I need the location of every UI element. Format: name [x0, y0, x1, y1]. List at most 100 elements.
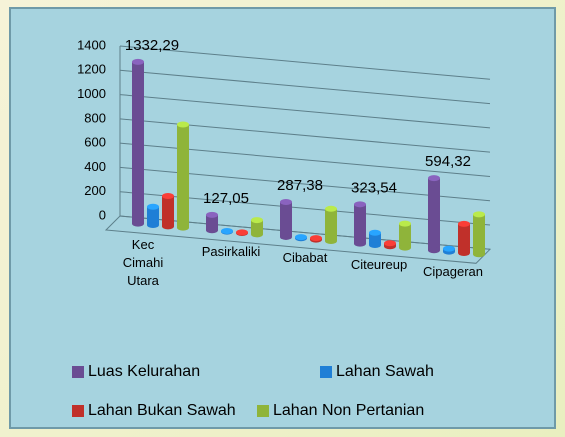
bar-body [325, 208, 337, 241]
grid-line [119, 94, 491, 129]
y-tick-label: 400 [84, 159, 106, 174]
bar-top [443, 245, 455, 252]
bar-body [177, 124, 189, 228]
bar-top [369, 229, 381, 236]
bar [221, 228, 233, 235]
bar [369, 229, 381, 248]
y-tick-label: 1400 [77, 37, 106, 52]
bar [458, 220, 470, 256]
bar-bottom [206, 227, 218, 234]
legend-label: Luas Kelurahan [88, 363, 200, 380]
bar-bottom [354, 240, 366, 247]
floor [104, 215, 492, 264]
bar-top [399, 220, 411, 227]
bar-bottom [325, 237, 337, 244]
legend-label: Lahan Non Pertanian [273, 402, 424, 419]
bar [310, 235, 322, 243]
bar-bottom [147, 221, 159, 228]
bar-bottom [369, 241, 381, 248]
bar-bottom [280, 233, 292, 240]
bar-body [206, 214, 218, 231]
bar-top [310, 235, 322, 242]
data-label: 1332,29 [125, 37, 179, 54]
bar [132, 58, 144, 227]
x-tick-label: Pasirkaliki [201, 243, 261, 259]
bar-top [295, 234, 307, 241]
bar-top [280, 199, 292, 206]
y-tick-label: 600 [84, 135, 106, 150]
bar-top [354, 201, 366, 208]
bar-body [162, 195, 174, 227]
bar-top [325, 205, 337, 212]
legend-swatch [257, 405, 269, 417]
bar-bottom [132, 220, 144, 227]
y-tick-label: 1000 [77, 86, 106, 101]
x-tick-label: Cipageran [423, 263, 483, 279]
x-tick-label: Kec Cimahi Utara [122, 237, 164, 288]
bar-top [221, 228, 233, 235]
bar-top [384, 240, 396, 247]
x-tick-label-box: Cibabat [282, 250, 328, 266]
bar [384, 240, 396, 250]
bar [236, 229, 248, 236]
bar-bottom [251, 231, 263, 238]
x-tick-label-box: Pasirkaliki [201, 243, 261, 259]
bar-top [251, 217, 263, 224]
y-tick-label: 0 [99, 207, 106, 222]
bar-top [147, 203, 159, 210]
bar [399, 220, 411, 251]
bar-body [399, 223, 411, 248]
bar-bottom [162, 223, 174, 230]
bar-top [177, 121, 189, 128]
bar [354, 201, 366, 247]
bar-body [147, 206, 159, 225]
bar [177, 121, 189, 231]
bar-bottom [473, 251, 485, 258]
legend-label: Lahan Sawah [336, 363, 434, 380]
bar-bottom [458, 249, 470, 256]
x-tick-label: Cibabat [282, 250, 328, 266]
bar-bottom [399, 244, 411, 251]
bar-top [428, 175, 440, 182]
y-tick-label: 800 [84, 110, 106, 125]
legend-swatch [320, 366, 332, 378]
bar-body [132, 61, 144, 224]
grid-line [119, 45, 491, 80]
bar [473, 211, 485, 258]
data-label: 127,05 [203, 190, 249, 207]
bar-body [428, 178, 440, 251]
x-tick-label-box: Cipageran [423, 263, 483, 279]
legend-swatch [72, 405, 84, 417]
bar-top [132, 58, 144, 65]
bar [162, 192, 174, 230]
bar-body [369, 232, 381, 245]
bar-body [354, 204, 366, 244]
bar [295, 234, 307, 242]
bar-bottom [428, 247, 440, 254]
bar-body [251, 220, 263, 235]
bar-top [473, 211, 485, 218]
bar [147, 203, 159, 228]
bar-body [280, 202, 292, 237]
data-label: 323,54 [351, 179, 397, 196]
y-tick-label: 200 [84, 183, 106, 198]
grid-line [119, 69, 491, 105]
bar-top [236, 229, 248, 236]
bar-top [162, 192, 174, 199]
bar [325, 205, 337, 244]
bar [280, 199, 292, 240]
legend-swatch [72, 366, 84, 378]
bar [206, 211, 218, 234]
bar-body [473, 214, 485, 255]
legend-label: Lahan Bukan Sawah [88, 402, 236, 419]
data-label: 594,32 [425, 153, 471, 170]
bar-top [458, 220, 470, 227]
x-tick-label: Citeureup [350, 256, 408, 272]
data-label: 287,38 [277, 177, 323, 194]
bar-body [458, 223, 470, 253]
bar [443, 245, 455, 255]
bar [251, 217, 263, 238]
x-tick-label-box: Citeureup [350, 256, 408, 272]
